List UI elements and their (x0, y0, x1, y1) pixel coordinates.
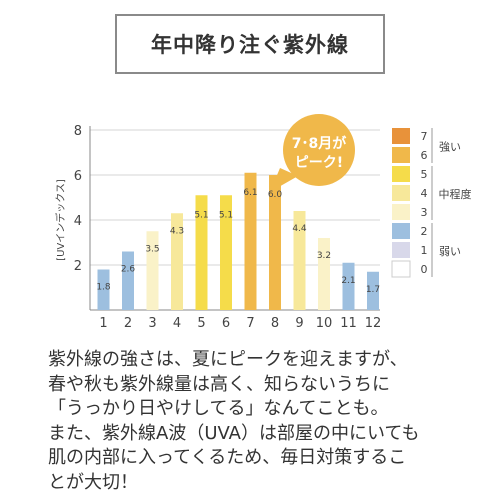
data-label: 3.2 (317, 251, 331, 261)
bar-7 (244, 172, 257, 310)
callout-line-2: ピーク! (295, 155, 343, 171)
legend-level-label: 5 (421, 168, 428, 181)
legend-swatch-7 (392, 128, 410, 144)
bar-10 (318, 238, 330, 310)
data-label: 1.8 (96, 283, 111, 293)
data-label: 5.1 (219, 210, 233, 220)
bar-12 (367, 271, 379, 310)
legend-swatch-6 (392, 147, 410, 163)
title-box: 年中降り注ぐ紫外線 (115, 14, 385, 74)
x-tick-label: 7 (246, 316, 254, 331)
body-text: 紫外線の強さは、夏にピークを迎えますが、 春や秋も紫外線量は高く、知らないうちに… (48, 348, 478, 496)
legend-group-moderate: 中程度 (439, 187, 472, 201)
data-label: 1.7 (366, 285, 380, 295)
body-line: 肌の内部に入ってくるため、毎日対策するこ (48, 447, 407, 469)
x-tick-label: 10 (316, 316, 333, 331)
page-title: 年中降り注ぐ紫外線 (151, 33, 349, 57)
legend-level-label: 6 (421, 149, 428, 162)
body-line: とが大切！ (48, 471, 138, 493)
legend-level-label: 1 (421, 244, 428, 257)
x-tick-label: 2 (124, 316, 132, 331)
x-tick-label: 6 (222, 316, 230, 331)
callout-line-1: 7･8月が (292, 135, 347, 152)
legend-level-label: 0 (421, 263, 428, 276)
legend-swatch-1 (392, 242, 410, 258)
x-tick-label: 11 (340, 316, 357, 331)
bar-11 (342, 262, 355, 310)
bar-9 (293, 211, 306, 310)
x-tick-label: 8 (271, 316, 279, 331)
y-axis-label: [UVインデックス] (54, 179, 67, 261)
data-label: 4.4 (292, 224, 307, 234)
legend-swatch-0 (391, 260, 411, 278)
bar-6 (220, 195, 232, 310)
data-label: 2.6 (121, 265, 136, 275)
legend-swatch-4 (392, 185, 410, 201)
body-line: 紫外線の強さは、夏にピークを迎えますが、 (48, 349, 408, 370)
data-label: 6.0 (268, 190, 283, 200)
body-line: 春や秋も紫外線量は高く、知らないうちに (48, 373, 390, 395)
y-tick-label: 8 (74, 124, 82, 139)
bar-8 (269, 175, 281, 310)
legend-swatch-3 (392, 204, 410, 220)
bar-3 (146, 231, 159, 310)
x-tick-label: 1 (99, 316, 107, 331)
bar-4 (171, 213, 183, 310)
bar-5 (195, 195, 208, 310)
legend-swatch-2 (392, 223, 410, 239)
legend-level-label: 2 (421, 225, 428, 238)
legend-level-label: 3 (421, 206, 428, 219)
body-line: また、紫外線A波（UVA）は部屋の中にいても (48, 422, 420, 444)
x-tick-label: 4 (173, 316, 181, 331)
legend-level-label: 7 (421, 130, 428, 143)
legend-swatch-5 (392, 166, 410, 182)
legend-group-strong: 強い (439, 141, 461, 154)
callout-bubble (283, 114, 355, 186)
y-tick-label: 6 (74, 169, 82, 184)
data-label: 2.1 (341, 276, 355, 286)
x-tick-label: 9 (295, 316, 303, 331)
legend-group-weak: 弱い (439, 245, 461, 258)
data-label: 6.1 (243, 188, 257, 198)
x-tick-label: 12 (365, 316, 382, 331)
x-tick-label: 5 (197, 316, 205, 331)
x-tick-label: 3 (148, 316, 156, 331)
data-label: 4.3 (170, 226, 184, 236)
bar-2 (122, 251, 134, 310)
legend-level-label: 4 (421, 187, 428, 200)
data-label: 3.5 (145, 244, 159, 254)
body-line: 「うっかり日やけしてる」なんてことも。 (48, 398, 389, 420)
y-tick-label: 2 (74, 259, 82, 274)
y-tick-label: 4 (74, 214, 82, 229)
bar-1 (97, 269, 110, 310)
data-label: 5.1 (194, 210, 208, 220)
